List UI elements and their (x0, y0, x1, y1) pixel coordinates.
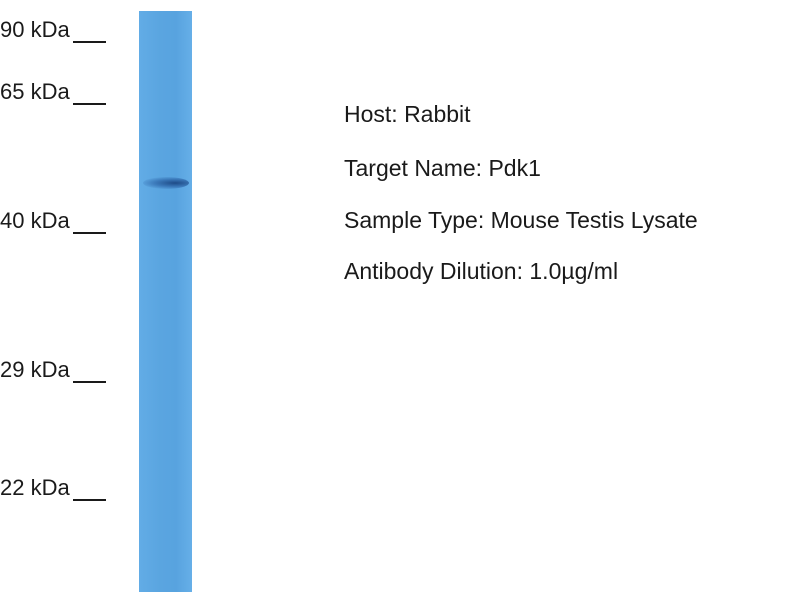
marker-22kda: 22 kDa (0, 477, 106, 501)
protein-band (143, 177, 189, 189)
marker-tick (72, 499, 106, 501)
marker-label: 90 kDa (0, 17, 70, 42)
marker-tick (72, 381, 106, 383)
blot-lane (139, 11, 192, 592)
host-text: Host: Rabbit (344, 101, 471, 127)
marker-40kda: 40 kDa (0, 210, 106, 234)
marker-tick (72, 232, 106, 234)
marker-label: 29 kDa (0, 357, 70, 382)
marker-29kda: 29 kDa (0, 359, 106, 383)
target-name-text: Target Name: Pdk1 (344, 155, 541, 181)
marker-label: 22 kDa (0, 475, 70, 500)
sample-type-text: Sample Type: Mouse Testis Lysate (344, 207, 698, 233)
marker-tick (72, 41, 106, 43)
marker-90kda: 90 kDa (0, 19, 106, 43)
marker-label: 65 kDa (0, 79, 70, 104)
marker-65kda: 65 kDa (0, 81, 106, 105)
marker-label: 40 kDa (0, 208, 70, 233)
antibody-dilution-text: Antibody Dilution: 1.0µg/ml (344, 258, 619, 284)
marker-tick (72, 103, 106, 105)
